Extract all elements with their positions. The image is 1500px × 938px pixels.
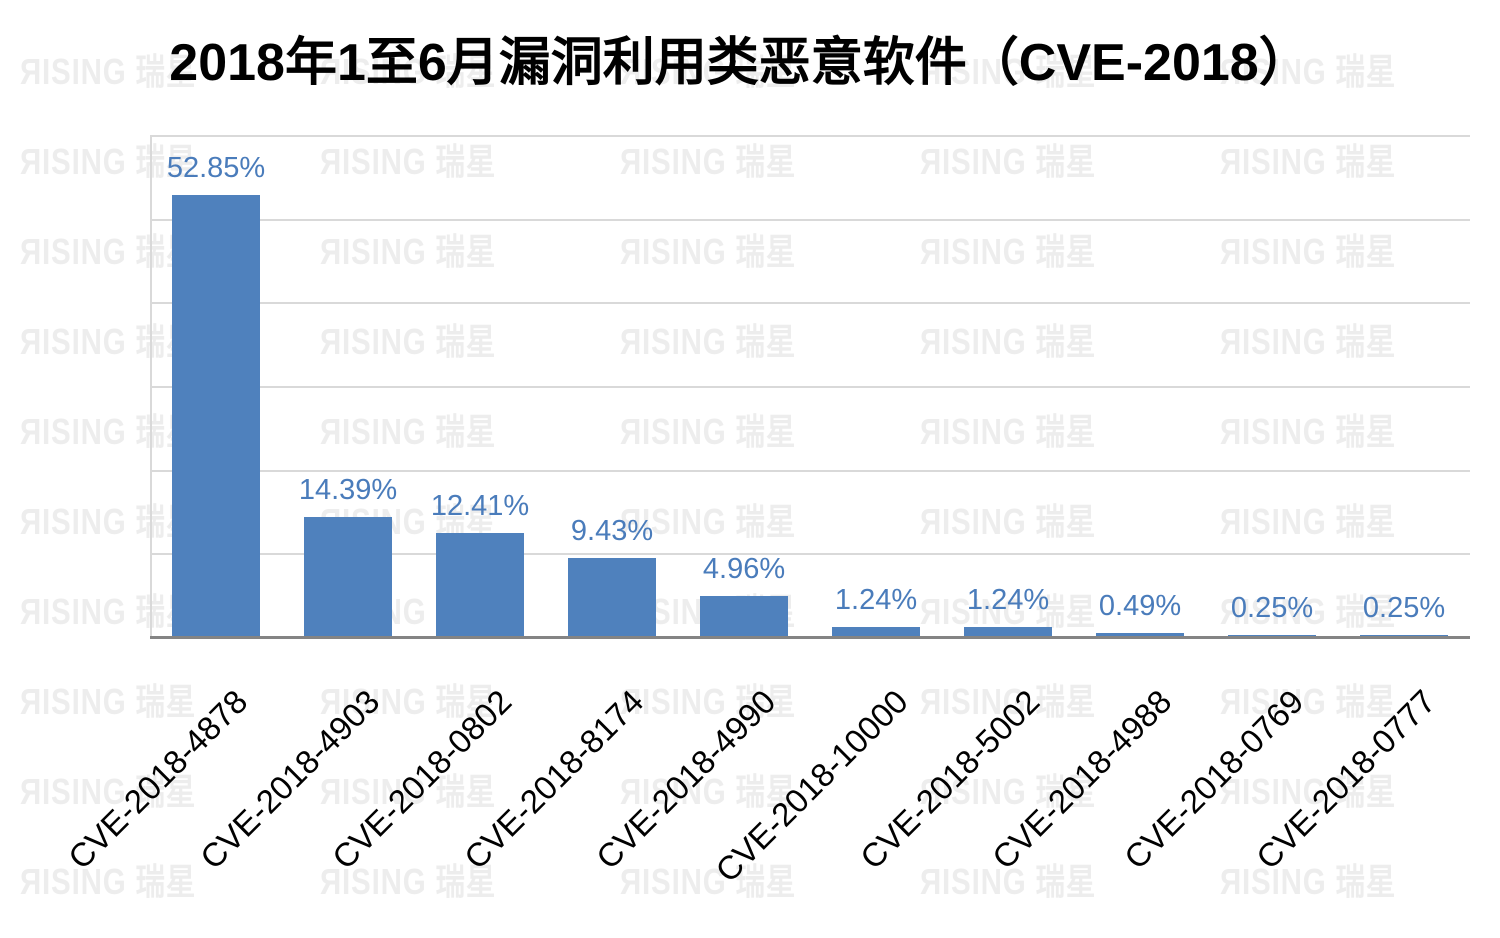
- bar-value-label: 12.41%: [430, 490, 530, 523]
- watermark-text: ЯISING 瑞星: [920, 321, 1097, 362]
- watermark-text: ЯISING 瑞星: [320, 51, 497, 92]
- watermark-text: ЯISING 瑞星: [320, 411, 497, 452]
- bar: [436, 533, 524, 637]
- gridline: [150, 218, 1470, 221]
- watermark-text: ЯISING 瑞星: [320, 231, 497, 272]
- watermark-text: ЯISING 瑞星: [20, 861, 197, 902]
- watermark-text: ЯISING 瑞星: [920, 501, 1097, 542]
- bar-value-label: 9.43%: [570, 515, 654, 548]
- watermark-text: ЯISING 瑞星: [920, 771, 1097, 812]
- x-axis-line: [150, 636, 1470, 639]
- bar: [964, 626, 1052, 637]
- watermark-text: ЯISING 瑞星: [620, 321, 797, 362]
- bar-value-label: 4.96%: [702, 552, 786, 585]
- watermark-text: ЯISING 瑞星: [20, 321, 197, 362]
- plot-area: 52.85% 14.39% 12.41% 9.43% 4.96% 1.24% 1.24% 0.…: [150, 135, 1470, 639]
- watermark-text: ЯISING 瑞星: [620, 141, 797, 182]
- watermark-text: ЯISING 瑞星: [1220, 771, 1397, 812]
- watermark-text: ЯISING 瑞星: [320, 771, 497, 812]
- bar: [568, 558, 656, 637]
- watermark-text: ЯISING 瑞星: [20, 771, 197, 812]
- gridline: [150, 135, 1470, 137]
- watermark-text: ЯISING 瑞星: [320, 681, 497, 722]
- gridline: [150, 553, 1470, 556]
- bar: [304, 516, 392, 637]
- watermark-text: ЯISING 瑞星: [620, 771, 797, 812]
- watermark-text: ЯISING 瑞星: [320, 861, 497, 902]
- bar: [1096, 632, 1184, 637]
- watermark-text: ЯISING 瑞星: [320, 321, 497, 362]
- watermark-text: ЯISING 瑞星: [20, 51, 197, 92]
- gridline: [150, 469, 1470, 472]
- watermark-text: ЯISING 瑞星: [1220, 231, 1397, 272]
- watermark-text: ЯISING 瑞星: [20, 231, 197, 272]
- bar-value-label: 1.24%: [834, 583, 918, 616]
- bar-value-label: 0.49%: [1098, 589, 1182, 622]
- watermark-text: ЯISING 瑞星: [20, 501, 197, 542]
- watermark-text: ЯISING 瑞星: [620, 51, 797, 92]
- bar-value-label: 52.85%: [166, 151, 266, 184]
- watermark-text: ЯISING 瑞星: [620, 411, 797, 452]
- watermark-text: ЯISING 瑞星: [620, 501, 797, 542]
- gridline: [150, 386, 1470, 388]
- watermark-text: ЯISING 瑞星: [1220, 591, 1397, 632]
- watermark-text: ЯISING 瑞星: [920, 861, 1097, 902]
- watermark-text: ЯISING 瑞星: [920, 231, 1097, 272]
- watermark-text: ЯISING 瑞星: [1220, 501, 1397, 542]
- watermark-text: ЯISING 瑞星: [620, 681, 797, 722]
- watermark-text: ЯISING 瑞星: [1220, 411, 1397, 452]
- watermark-text: ЯISING 瑞星: [320, 141, 497, 182]
- watermark-text: ЯISING 瑞星: [20, 681, 197, 722]
- bar: [172, 194, 260, 637]
- watermark-text: ЯISING 瑞星: [1220, 681, 1397, 722]
- watermark-text: ЯISING 瑞星: [920, 141, 1097, 182]
- bar-value-label: 14.39%: [298, 473, 398, 506]
- bar: [1360, 634, 1448, 637]
- watermark-text: ЯISING 瑞星: [620, 861, 797, 902]
- watermark-text: ЯISING 瑞星: [1220, 141, 1397, 182]
- bar: [1228, 634, 1316, 637]
- bar-value-label: 1.24%: [966, 583, 1050, 616]
- watermark-text: ЯISING 瑞星: [1220, 861, 1397, 902]
- bar-value-label: 0.25%: [1230, 591, 1314, 624]
- watermark-text: ЯISING 瑞星: [920, 51, 1097, 92]
- watermark-text: ЯISING 瑞星: [920, 681, 1097, 722]
- gridline: [150, 302, 1470, 305]
- bar: [832, 626, 920, 637]
- bar: [700, 595, 788, 637]
- watermark-text: ЯISING 瑞星: [920, 591, 1097, 632]
- watermark-text: ЯISING 瑞星: [1220, 321, 1397, 362]
- watermark-text: ЯISING 瑞星: [20, 591, 197, 632]
- watermark-text: ЯISING 瑞星: [1220, 51, 1397, 92]
- watermark-text: ЯISING 瑞星: [920, 411, 1097, 452]
- watermark-text: ЯISING 瑞星: [20, 411, 197, 452]
- watermark-text: ЯISING 瑞星: [20, 141, 197, 182]
- bar-value-label: 0.25%: [1362, 591, 1446, 624]
- chart-title: 2018年1至6月漏洞利用类恶意软件（CVE-2018）: [169, 34, 1311, 92]
- watermark-text: ЯISING 瑞星: [620, 231, 797, 272]
